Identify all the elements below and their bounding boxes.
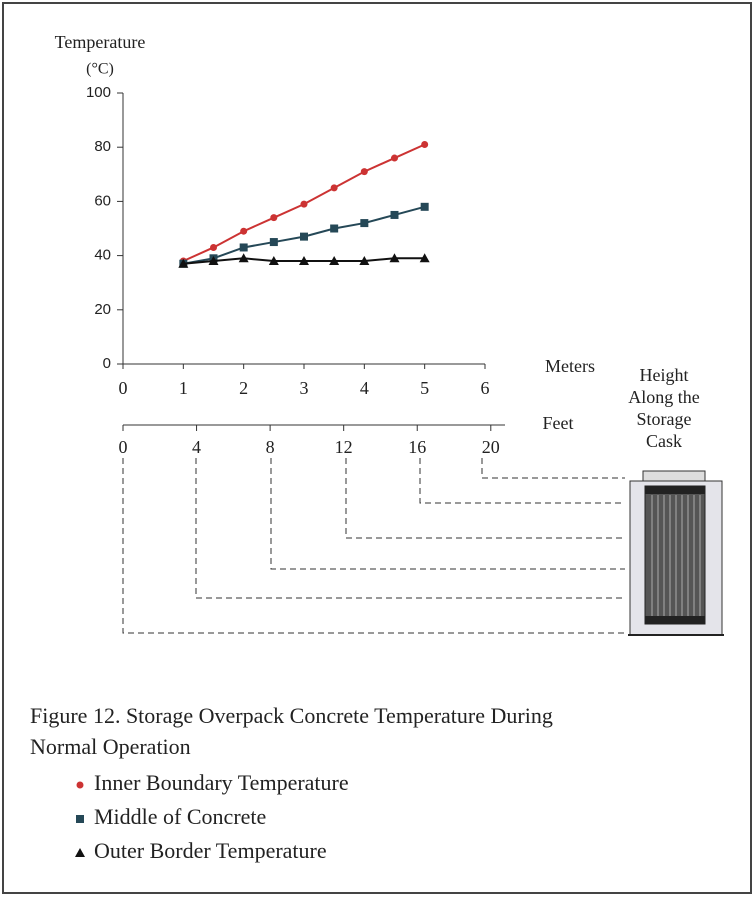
point <box>360 168 368 176</box>
y-tick-label: 20 <box>94 301 111 318</box>
x2-tick-label: 0 <box>119 437 128 457</box>
x-axis-label: Meters <box>545 356 595 376</box>
point <box>300 200 308 208</box>
point <box>359 256 370 266</box>
x2-tick-label: 4 <box>192 437 201 457</box>
point <box>238 253 249 263</box>
point <box>360 219 369 228</box>
point <box>389 253 400 263</box>
y-tick-label: 60 <box>94 192 111 209</box>
point <box>269 238 278 247</box>
x-tick-label: 2 <box>239 378 248 398</box>
caption: Normal Operation <box>30 734 191 759</box>
y-tick-label: 0 <box>103 355 111 372</box>
legend-label: Inner Boundary Temperature <box>94 770 349 795</box>
point <box>178 258 189 268</box>
point <box>329 256 340 266</box>
point <box>330 224 339 233</box>
point <box>208 256 219 266</box>
x2-tick-label: 16 <box>408 437 426 457</box>
x2-tick-label: 12 <box>335 437 353 457</box>
y-tick-label: 100 <box>86 84 111 101</box>
legend-marker <box>76 815 84 823</box>
point <box>240 227 248 235</box>
cask <box>628 470 724 636</box>
x2-tick-label: 8 <box>266 437 275 457</box>
x2-tick-label: 20 <box>482 437 500 457</box>
x-tick-label: 0 <box>119 378 128 398</box>
point <box>239 243 248 252</box>
x-tick-label: 6 <box>481 378 490 398</box>
y-tick-label: 40 <box>94 247 111 264</box>
y-tick-label: 80 <box>94 138 111 155</box>
point <box>210 243 217 251</box>
point <box>391 154 398 162</box>
legend-label: Outer Border Temperature <box>94 838 327 863</box>
point <box>390 210 399 219</box>
point <box>420 202 429 211</box>
point <box>300 232 308 241</box>
y-axis-label: (°C) <box>86 61 114 78</box>
x2-axis-label: Feet <box>543 413 574 433</box>
side-label: Cask <box>646 431 682 451</box>
legend-marker <box>75 848 85 857</box>
x-tick-label: 1 <box>179 378 188 398</box>
caption: Figure 12. Storage Overpack Concrete Tem… <box>30 703 553 728</box>
y-axis-label: Temperature <box>55 32 146 52</box>
x-tick-label: 5 <box>420 378 429 398</box>
point <box>421 140 429 148</box>
x-tick-label: 3 <box>300 378 309 398</box>
side-label: Storage <box>637 409 692 429</box>
point <box>299 256 309 266</box>
point <box>270 214 278 222</box>
side-label: Height <box>640 365 689 385</box>
side-label: Along the <box>628 387 700 407</box>
point <box>330 184 338 192</box>
legend-label: Middle of Concrete <box>94 804 266 829</box>
point <box>419 253 430 263</box>
x-tick-label: 4 <box>360 378 369 398</box>
legend-marker <box>76 781 84 789</box>
point <box>268 256 279 266</box>
leader-lines <box>122 458 625 634</box>
